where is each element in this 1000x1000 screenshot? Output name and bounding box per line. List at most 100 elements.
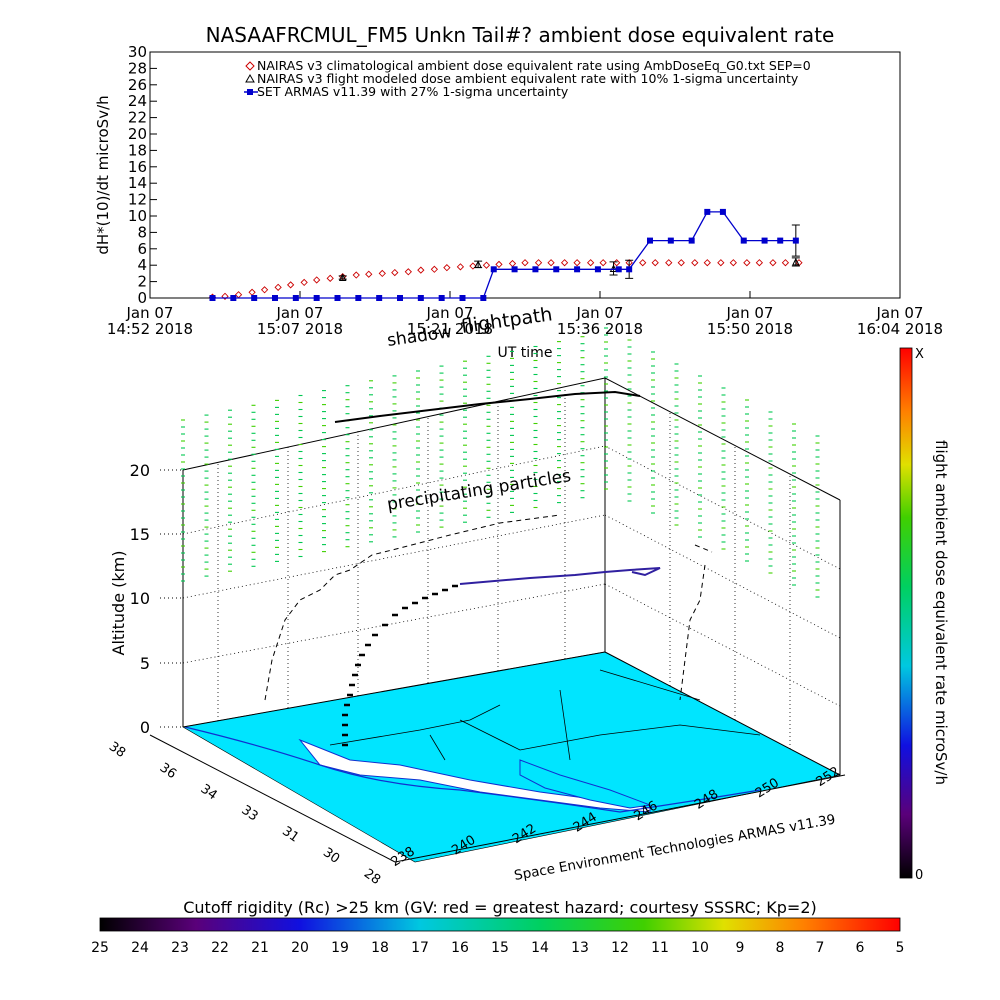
rigidity-tick-label: 7	[816, 940, 825, 956]
legend-label: SET ARMAS v11.39 with 27% 1-sigma uncert…	[257, 84, 569, 99]
data-point	[326, 274, 334, 282]
error-bar	[609, 261, 618, 276]
data-point	[704, 208, 711, 215]
rigidity-tick-label: 9	[736, 940, 745, 956]
data-point	[639, 259, 647, 267]
x-tick-date: Jan 07	[726, 304, 774, 322]
data-point	[769, 259, 777, 267]
y-tick-label: 14	[128, 174, 147, 192]
state-border	[329, 669, 761, 761]
top-x-axis-label: UT time	[498, 345, 553, 361]
data-point	[459, 295, 466, 301]
alt-tick-label: 15	[130, 525, 150, 544]
data-point	[376, 295, 383, 301]
data-point	[508, 259, 517, 268]
data-point	[755, 259, 764, 267]
data-point	[717, 259, 725, 267]
legend-label: NAIRAS v3 climatological ambient dose eq…	[257, 58, 811, 73]
x-tick-date: Jan 07	[426, 304, 474, 322]
dose-colorbar-bottom-label: 0	[915, 868, 923, 883]
data-point	[667, 237, 674, 244]
y-tick-label: 0	[137, 289, 147, 307]
data-point	[417, 266, 425, 274]
data-point	[729, 259, 737, 267]
data-point	[292, 295, 299, 301]
x-tick-time: 15:21 2018	[407, 320, 493, 338]
lat-tick-label: 38	[106, 739, 128, 761]
back-wall-edge	[182, 377, 606, 471]
y-tick-label: 24	[128, 92, 147, 110]
x-tick-time: 15:50 2018	[707, 320, 793, 338]
annotation-shadow: shadow	[386, 322, 453, 351]
data-point	[378, 269, 386, 278]
rigidity-tick-label: 20	[291, 940, 309, 956]
data-point	[792, 257, 800, 266]
altitude-axis-label: Altitude (km)	[109, 551, 128, 656]
legend-item-nairas-flight: NAIRAS v3 flight modeled dose ambient eq…	[245, 71, 799, 86]
data-point	[719, 208, 726, 215]
rigidity-tick-label: 18	[371, 940, 389, 956]
rigidity-colorbar: Cutoff rigidity (Rc) >25 km (GV: red = g…	[91, 898, 904, 956]
y-tick-label: 2	[137, 273, 147, 291]
back-wall-edge	[604, 651, 841, 776]
peninsula-region	[519, 759, 652, 809]
x-tick-time: 15:07 2018	[257, 320, 343, 338]
legend-label: NAIRAS v3 flight modeled dose ambient eq…	[257, 71, 799, 86]
data-point	[609, 264, 618, 272]
rigidity-tick-label: 15	[491, 940, 509, 956]
data-point	[626, 266, 633, 273]
rigidity-tick-label: 14	[531, 940, 549, 956]
flight-path-cruise	[459, 567, 661, 585]
data-point	[234, 291, 243, 299]
x-tick-time: 15:36 2018	[557, 320, 643, 338]
data-point	[338, 273, 347, 281]
data-point	[300, 278, 308, 287]
data-point	[560, 259, 569, 267]
data-point	[574, 266, 581, 273]
data-point	[534, 259, 543, 267]
annotation-precipitating-particles: precipitating particles	[386, 466, 573, 515]
precipitating-particles	[181, 327, 820, 598]
data-point	[599, 259, 607, 267]
y-tick-label: 28	[128, 59, 147, 77]
data-point	[397, 295, 403, 301]
front-axis-line	[394, 774, 846, 863]
data-point	[740, 237, 747, 244]
data-point	[594, 266, 601, 273]
lat-tick-label: 36	[157, 760, 179, 782]
data-point	[352, 271, 360, 279]
data-point	[272, 295, 278, 301]
back-wall-edge	[182, 651, 606, 728]
data-point	[781, 259, 790, 267]
data-point	[703, 259, 711, 267]
rigidity-tick-label: 23	[171, 940, 189, 956]
dose-colorbar-gradient	[899, 347, 913, 879]
legend-item-nairas-climatological: NAIRAS v3 climatological ambient dose eq…	[245, 58, 811, 73]
rigidity-tick-label: 16	[451, 940, 469, 956]
y-tick-label: 6	[137, 240, 147, 258]
data-point	[547, 259, 555, 267]
alt-tick-label: 5	[140, 654, 150, 673]
rigidity-tick-label: 17	[411, 940, 429, 956]
data-point	[615, 266, 622, 273]
data-point	[613, 259, 621, 267]
data-point	[553, 266, 560, 273]
data-point	[355, 295, 362, 301]
data-point	[691, 259, 699, 267]
y-tick-label: 12	[128, 191, 147, 209]
data-point	[647, 237, 653, 244]
x-tick-date: Jan 07	[576, 304, 624, 322]
rigidity-tick-label: 25	[91, 940, 109, 956]
data-point	[313, 276, 321, 284]
y-tick-label: 22	[128, 109, 147, 127]
lat-tick-label: 34	[198, 782, 220, 804]
dose-colorbar-top-label: X	[915, 347, 924, 362]
data-point	[443, 264, 451, 272]
alt-tick-label: 20	[130, 461, 150, 480]
data-point	[430, 265, 439, 273]
data-point	[651, 259, 659, 267]
dose-colorbar-label: flight ambient dose equivalent rate micr…	[932, 440, 950, 785]
